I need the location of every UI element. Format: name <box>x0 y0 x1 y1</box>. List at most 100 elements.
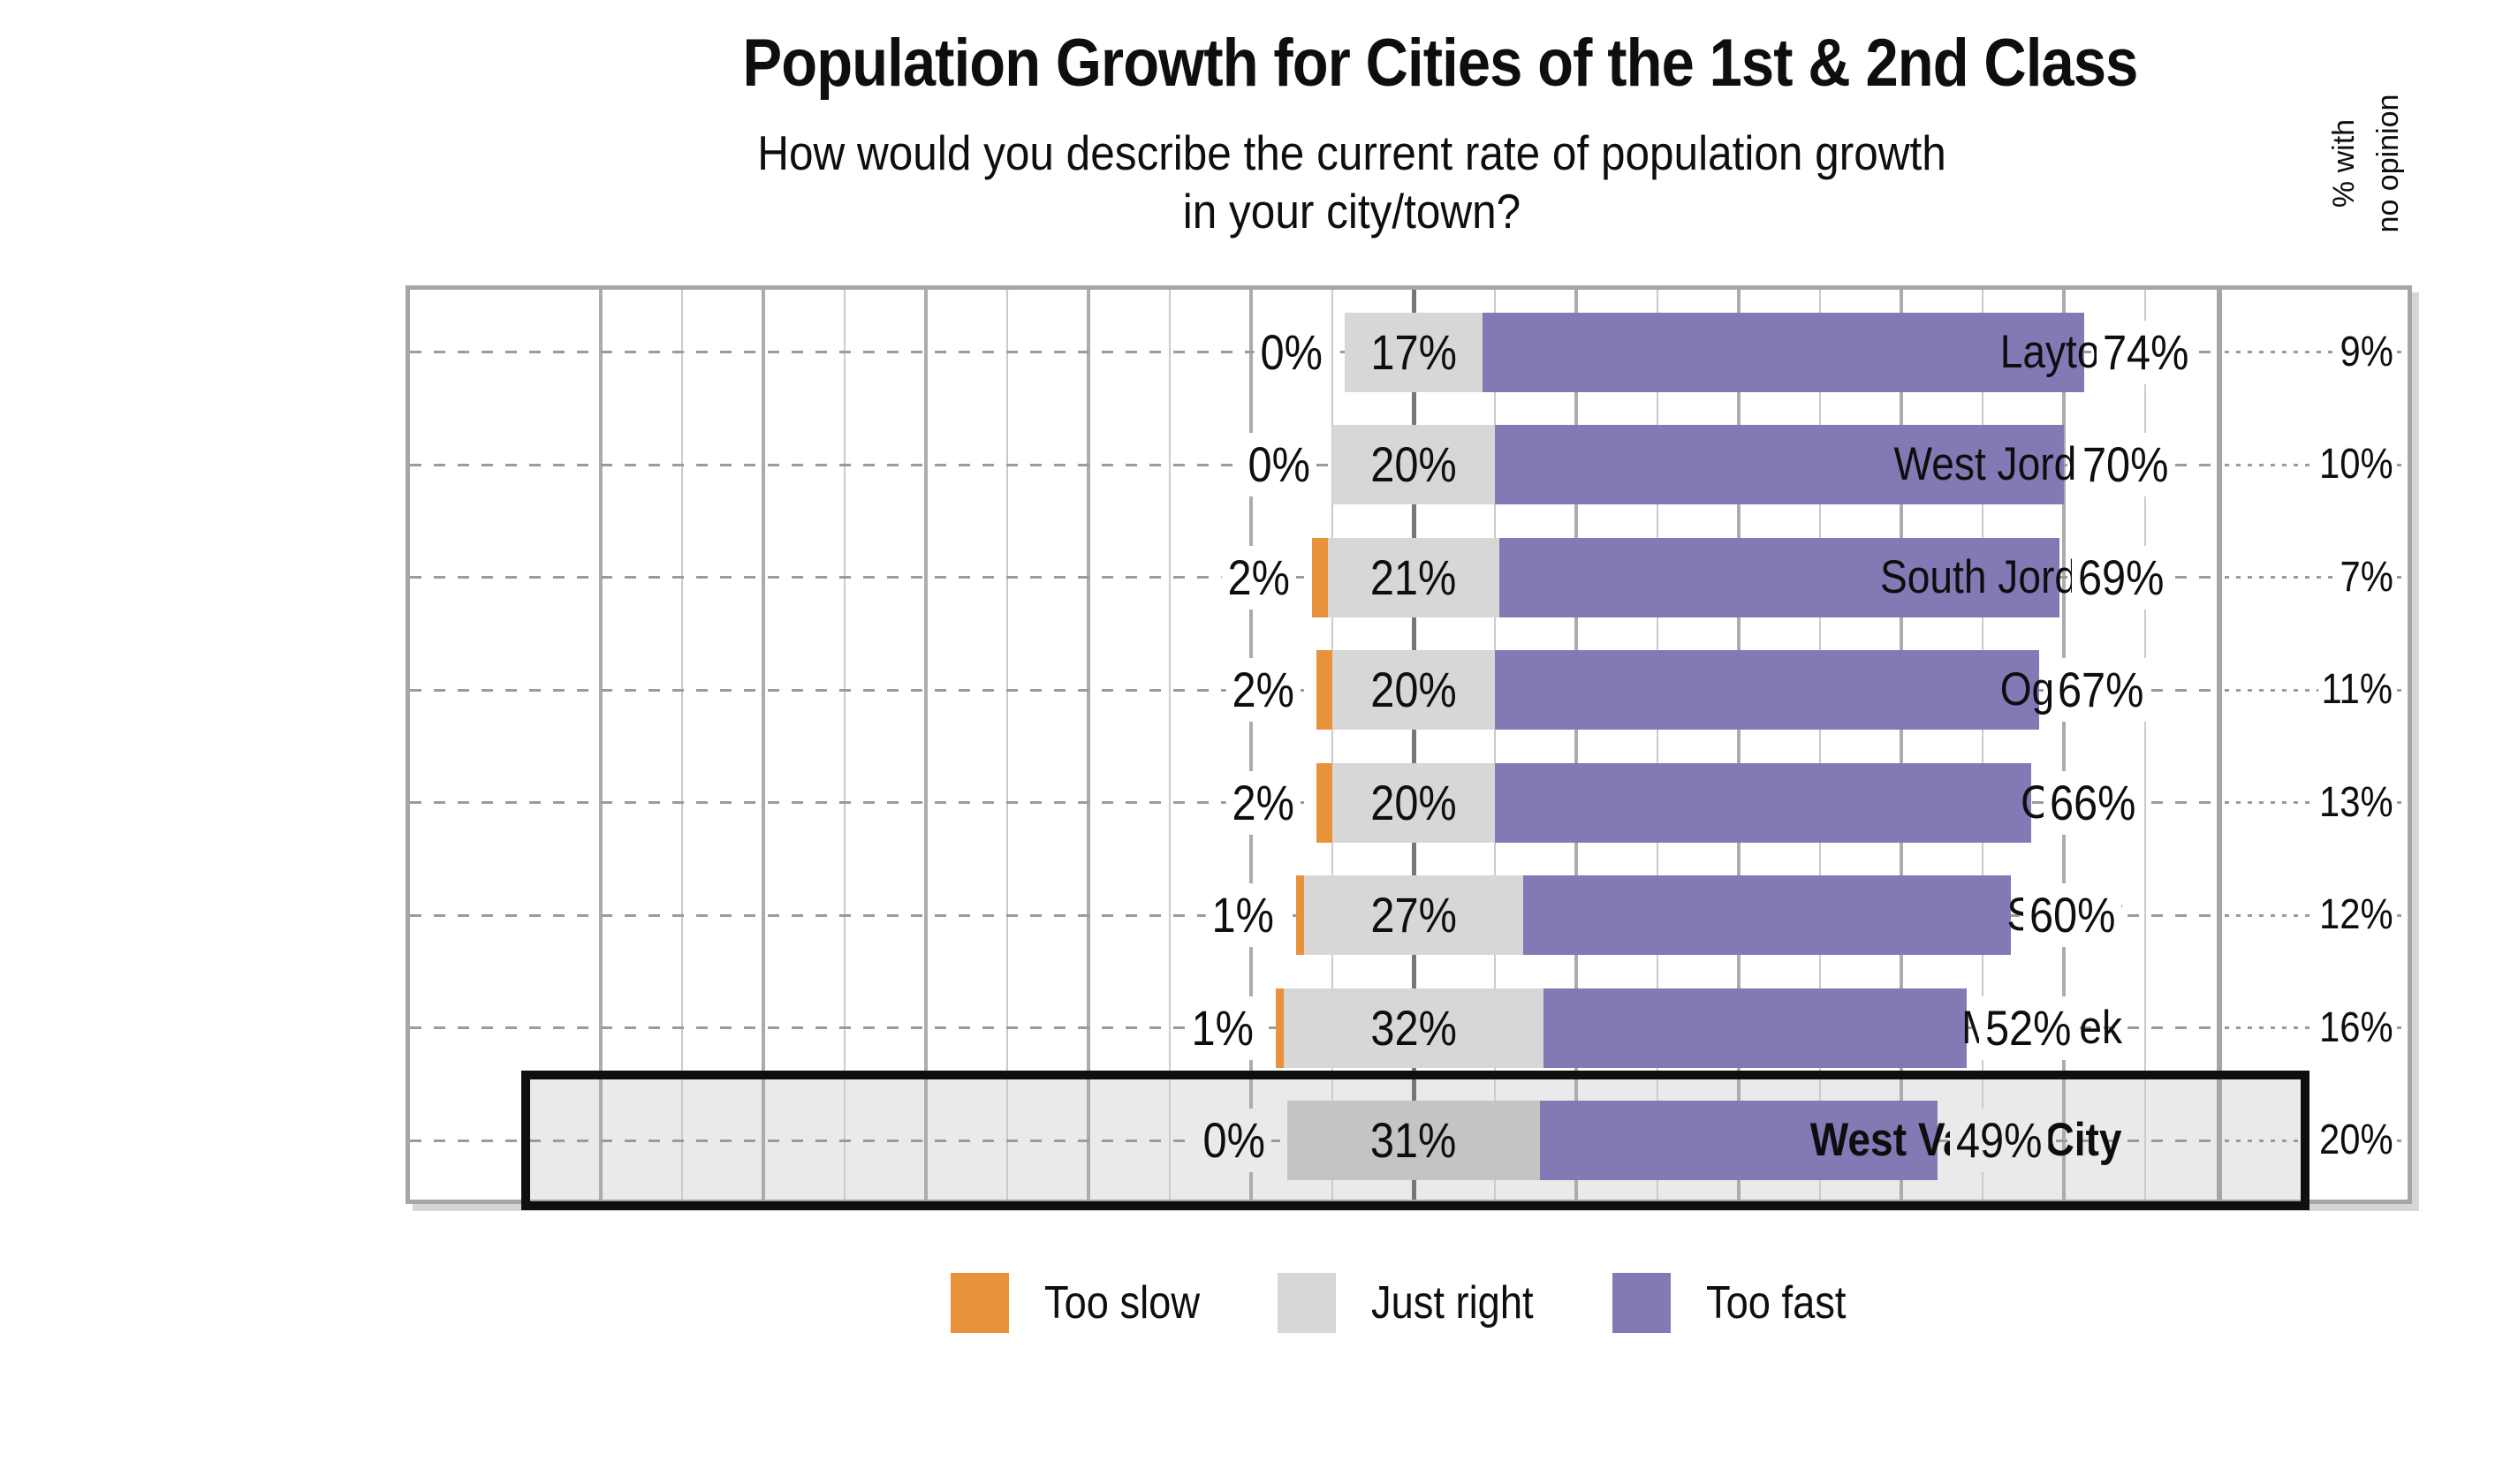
bar-segment-just-right <box>1332 762 1495 843</box>
bar-segment-too-fast <box>1543 988 1967 1068</box>
bar-segment-just-right <box>1332 425 1495 505</box>
vertical-gridline <box>1657 290 1658 1200</box>
no-opinion-value: 20% <box>2316 1112 2396 1170</box>
legend-item: Too slow <box>950 1273 1223 1333</box>
row-dotted-leader <box>2225 351 2404 354</box>
bar-segment-too-slow <box>1316 650 1332 731</box>
vertical-gridline <box>1331 290 1333 1200</box>
value-label-just-right: 20% <box>1370 774 1457 830</box>
value-label-just-right: 21% <box>1370 549 1457 605</box>
value-label-too-slow: 1% <box>1185 996 1260 1060</box>
value-label-too-slow: 0% <box>1197 1109 1272 1173</box>
vertical-gridline <box>1819 290 1821 1200</box>
bar-segment-too-fast <box>1539 1101 1938 1181</box>
row-dotted-leader <box>2225 913 2404 917</box>
no-opinion-value: 10% <box>2316 436 2396 494</box>
chart-title: Population Growth for Cities of the 1st … <box>742 26 2139 101</box>
bar-segment-too-slow <box>1312 537 1329 617</box>
chart-subtitle-line1: How would you describe the current rate … <box>757 125 1946 180</box>
legend-item: Just right <box>1278 1273 1558 1333</box>
value-label-too-fast: 49% <box>1950 1109 2049 1173</box>
vertical-gridline <box>1574 290 1578 1200</box>
bar-segment-just-right <box>1283 988 1544 1068</box>
no-opinion-value: 12% <box>2316 887 2396 944</box>
no-opinion-axis-label-line1: % with <box>2327 118 2361 208</box>
vertical-gridline <box>2144 290 2146 1200</box>
bar-segment-just-right <box>1332 650 1495 731</box>
bar-segment-too-slow <box>1295 875 1304 956</box>
bar-segment-too-fast <box>1495 762 2032 843</box>
bar-segment-just-right <box>1344 312 1483 392</box>
row-dotted-leader <box>2225 463 2404 466</box>
value-label-too-slow: 0% <box>1254 320 1329 384</box>
value-label-too-fast: 52% <box>1978 996 2078 1060</box>
axis-zero-gridline <box>1411 290 1416 1200</box>
value-label-too-fast: 74% <box>2097 320 2196 384</box>
row-dotted-leader <box>2225 1139 2404 1142</box>
value-label-too-fast: 70% <box>2076 433 2175 497</box>
vertical-gridline <box>1249 290 1253 1200</box>
bar-segment-just-right <box>1287 1101 1540 1181</box>
bar-segment-too-fast <box>1483 312 2084 392</box>
row-dashed-gridline <box>410 801 2219 805</box>
row-dotted-leader <box>2225 801 2404 805</box>
legend-item: Too fast <box>1612 1273 1867 1333</box>
legend-label: Too fast <box>1706 1277 1847 1329</box>
value-label-too-fast: 66% <box>2044 770 2143 835</box>
value-label-too-fast: 67% <box>2052 658 2150 723</box>
value-label-just-right: 27% <box>1370 887 1457 943</box>
no-opinion-value: 16% <box>2316 999 2396 1056</box>
bar-segment-too-slow <box>1316 762 1332 843</box>
row-dotted-leader <box>2225 688 2404 692</box>
value-label-just-right: 20% <box>1370 436 1457 493</box>
bar-segment-just-right <box>1303 875 1524 956</box>
vertical-gridline <box>2062 290 2066 1200</box>
no-opinion-value: 11% <box>2318 662 2396 719</box>
legend-swatch-too-fast <box>1612 1273 1672 1333</box>
value-label-just-right: 17% <box>1370 323 1457 380</box>
value-label-too-slow: 2% <box>1225 658 1301 723</box>
vertical-gridline <box>762 290 765 1200</box>
vertical-gridline <box>844 290 846 1200</box>
value-label-too-slow: 0% <box>1241 433 1316 497</box>
vertical-gridline <box>681 290 683 1200</box>
no-opinion-value: 13% <box>2316 774 2396 831</box>
vertical-gridline <box>1737 290 1741 1200</box>
row-dotted-leader <box>2225 576 2404 579</box>
value-label-too-slow: 1% <box>1205 883 1280 948</box>
value-label-too-slow: 2% <box>1225 770 1301 835</box>
value-label-too-fast: 60% <box>2023 883 2122 948</box>
value-label-just-right: 20% <box>1370 662 1457 718</box>
legend-label: Too slow <box>1043 1277 1200 1329</box>
chart-subtitle: How would you describe the current rate … <box>557 124 2147 240</box>
row-dotted-leader <box>2225 1026 2404 1030</box>
value-label-just-right: 32% <box>1370 999 1457 1056</box>
bar-segment-too-fast <box>1523 875 2012 956</box>
vertical-gridline <box>1006 290 1008 1200</box>
legend-label: Just right <box>1371 1277 1534 1329</box>
value-label-too-slow: 2% <box>1221 545 1296 610</box>
bar-segment-too-slow <box>1275 988 1284 1068</box>
vertical-gridline <box>1900 290 1903 1200</box>
bar-segment-too-fast <box>1495 425 2064 505</box>
legend-swatch-too-slow <box>950 1273 1009 1333</box>
no-opinion-value: 7% <box>2336 549 2396 606</box>
vertical-gridline <box>1169 290 1171 1200</box>
legend-swatch-just-right <box>1278 1273 1337 1333</box>
no-opinion-axis-label-line2: no opinion <box>2371 94 2405 233</box>
bar-segment-too-fast <box>1498 537 2060 617</box>
vertical-gridline <box>1982 290 1983 1200</box>
vertical-gridline <box>599 290 603 1200</box>
bar-segment-too-fast <box>1495 650 2040 731</box>
no-opinion-column-separator <box>2217 290 2222 1200</box>
vertical-gridline <box>1494 290 1496 1200</box>
row-dashed-gridline <box>410 688 2219 692</box>
no-opinion-axis-label: % with no opinion <box>2322 31 2410 296</box>
value-label-too-fast: 69% <box>2072 545 2171 610</box>
bar-segment-just-right <box>1328 537 1499 617</box>
chart-subtitle-line2: in your city/town? <box>1182 184 1521 238</box>
vertical-gridline <box>1087 290 1090 1200</box>
no-opinion-value: 9% <box>2336 323 2396 381</box>
vertical-gridline <box>924 290 928 1200</box>
